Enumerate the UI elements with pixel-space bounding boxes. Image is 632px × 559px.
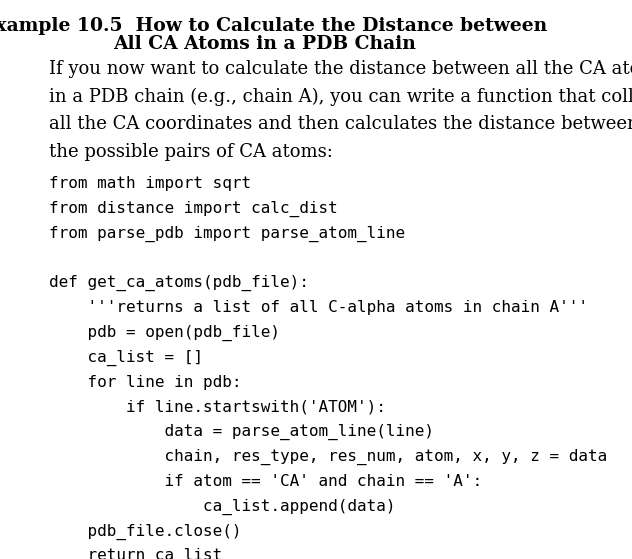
Text: pdb = open(pdb_file): pdb = open(pdb_file) [49, 325, 279, 341]
Text: the possible pairs of CA atoms:: the possible pairs of CA atoms: [49, 143, 332, 160]
Text: pdb_file.close(): pdb_file.close() [49, 523, 241, 539]
Text: ca_list = []: ca_list = [] [49, 350, 203, 366]
Text: chain, res_type, res_num, atom, x, y, z = data: chain, res_type, res_num, atom, x, y, z … [49, 449, 607, 465]
Text: all the CA coordinates and then calculates the distance between all: all the CA coordinates and then calculat… [49, 115, 632, 133]
Text: for line in pdb:: for line in pdb: [49, 375, 241, 390]
Text: All CA Atoms in a PDB Chain: All CA Atoms in a PDB Chain [112, 35, 416, 53]
Text: ca_list.append(data): ca_list.append(data) [49, 499, 395, 515]
Text: from distance import calc_dist: from distance import calc_dist [49, 201, 337, 217]
Text: from math import sqrt: from math import sqrt [49, 176, 251, 191]
Text: in a PDB chain (e.g., chain A), you can write a function that collects: in a PDB chain (e.g., chain A), you can … [49, 87, 632, 106]
Text: def get_ca_atoms(pdb_file):: def get_ca_atoms(pdb_file): [49, 275, 308, 291]
Text: data = parse_atom_line(line): data = parse_atom_line(line) [49, 424, 434, 440]
Text: if atom == 'CA' and chain == 'A':: if atom == 'CA' and chain == 'A': [49, 474, 482, 489]
Text: if line.startswith('ATOM'):: if line.startswith('ATOM'): [49, 399, 386, 414]
Text: from parse_pdb import parse_atom_line: from parse_pdb import parse_atom_line [49, 226, 404, 242]
Text: '''returns a list of all C-alpha atoms in chain A''': '''returns a list of all C-alpha atoms i… [49, 300, 588, 315]
Text: Example 10.5  How to Calculate the Distance between: Example 10.5 How to Calculate the Distan… [0, 17, 547, 35]
Text: If you now want to calculate the distance between all the CA atoms: If you now want to calculate the distanc… [49, 60, 632, 78]
Text: return ca_list: return ca_list [49, 548, 222, 559]
